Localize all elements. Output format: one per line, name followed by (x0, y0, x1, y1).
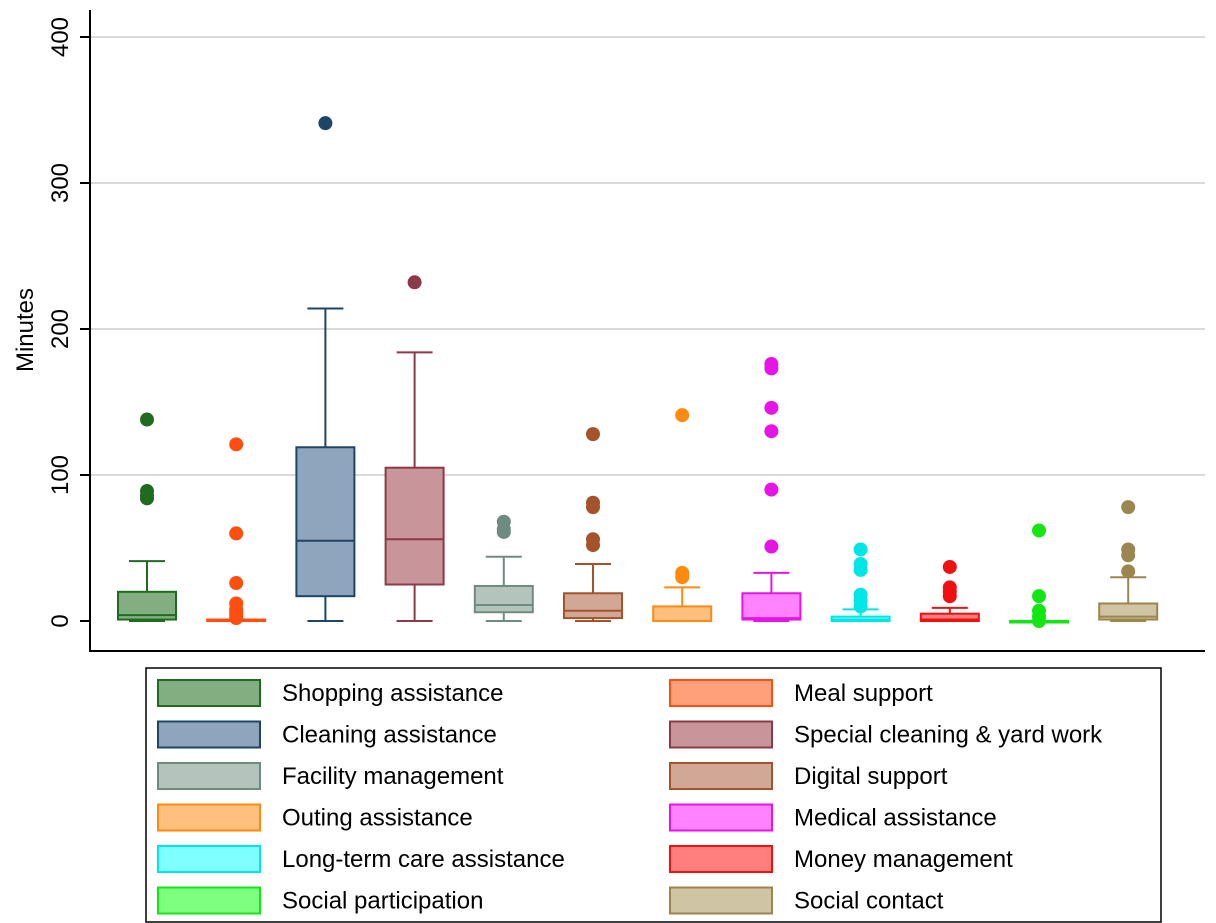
iqr-box (473, 584, 534, 614)
y-tick-label: 100 (47, 455, 74, 495)
legend-swatch (157, 762, 261, 790)
iqr-box (1098, 602, 1159, 621)
legend-label: Special cleaning & yard work (794, 722, 1103, 749)
outlier-point (942, 580, 957, 595)
y-tick-label: 200 (47, 309, 74, 349)
outlier-point (318, 116, 333, 131)
outlier-point (853, 542, 868, 557)
box-social-participation (1009, 523, 1069, 628)
outlier-point (1032, 603, 1046, 618)
box-facility-management (473, 514, 534, 622)
legend-label: Money management (794, 846, 1013, 873)
iqr-box (741, 592, 802, 621)
outlier-point (675, 408, 690, 423)
outlier-point (407, 275, 422, 290)
legend-label: Shopping assistance (282, 680, 503, 707)
outlier-point (586, 427, 600, 442)
iqr-box (652, 605, 713, 623)
outlier-point (586, 495, 600, 510)
outlier-point (675, 565, 690, 580)
legend-swatch (157, 679, 261, 707)
iqr-box (384, 466, 445, 586)
outlier-point (586, 532, 600, 547)
outlier-point (853, 587, 868, 602)
box-social-contact (1098, 500, 1159, 622)
y-tick-label: 400 (47, 17, 74, 57)
outlier-point (229, 576, 244, 591)
legend-label: Medical assistance (794, 805, 997, 832)
iqr-box (919, 612, 980, 623)
box-long-term-care-assistance (830, 542, 891, 622)
legend-label: Social participation (282, 888, 483, 915)
y-tick-label: 0 (47, 614, 74, 627)
box-outing-assistance (652, 408, 713, 623)
y-axis-title: Minutes (12, 288, 39, 372)
legend: Shopping assistance Meal support Cleaning … (145, 667, 1162, 923)
legend-label: Long-term care assistance (282, 846, 565, 873)
outlier-point (764, 539, 779, 554)
legend-label: Cleaning assistance (282, 722, 497, 749)
boxes-layer (117, 116, 1159, 628)
outlier-point (764, 357, 779, 372)
outlier-point (764, 482, 779, 497)
outlier-point (229, 596, 244, 611)
outlier-point (1121, 500, 1136, 515)
legend-swatch (157, 886, 261, 915)
box-digital-support (563, 427, 623, 622)
outlier-point (140, 412, 154, 427)
axes-layer: 0 100 200 300 400 (47, 10, 1205, 652)
outlier-point (496, 514, 511, 529)
legend-swatch (669, 886, 773, 915)
iqr-box (295, 446, 356, 598)
box-money-management (919, 559, 980, 623)
legend-swatch (157, 720, 261, 749)
box-meal-support (206, 437, 267, 626)
legend-label: Facility management (282, 763, 504, 790)
outlier-point (1032, 589, 1046, 604)
legend-swatch (669, 720, 773, 749)
outlier-point (764, 400, 779, 415)
y-tick-label: 300 (47, 163, 74, 203)
legend-swatch (157, 845, 261, 873)
outlier-point (1121, 564, 1136, 579)
legend-swatch (669, 803, 773, 832)
outlier-point (853, 557, 868, 572)
iqr-box (563, 592, 623, 620)
outlier-point (1121, 542, 1136, 557)
legend-label: Digital support (794, 763, 948, 790)
grid-lines (91, 36, 1205, 476)
box-special-cleaning-yard-work (384, 275, 445, 622)
legend-swatch (669, 845, 773, 873)
box-cleaning-assistance (295, 116, 356, 622)
legend-label: Meal support (794, 680, 933, 707)
outlier-point (1032, 523, 1046, 538)
outlier-point (942, 559, 957, 574)
box-shopping-assistance (117, 412, 177, 622)
outlier-point (140, 484, 154, 499)
legend-label: Outing assistance (282, 805, 473, 832)
outlier-point (229, 526, 244, 541)
legend-swatch (669, 762, 773, 790)
legend-swatch (157, 803, 261, 832)
outlier-point (229, 437, 244, 452)
outlier-point (764, 424, 779, 439)
legend-swatch (669, 679, 773, 707)
legend-frame (145, 667, 1162, 923)
box-medical-assistance (741, 357, 802, 622)
legend-label: Social contact (794, 888, 944, 915)
